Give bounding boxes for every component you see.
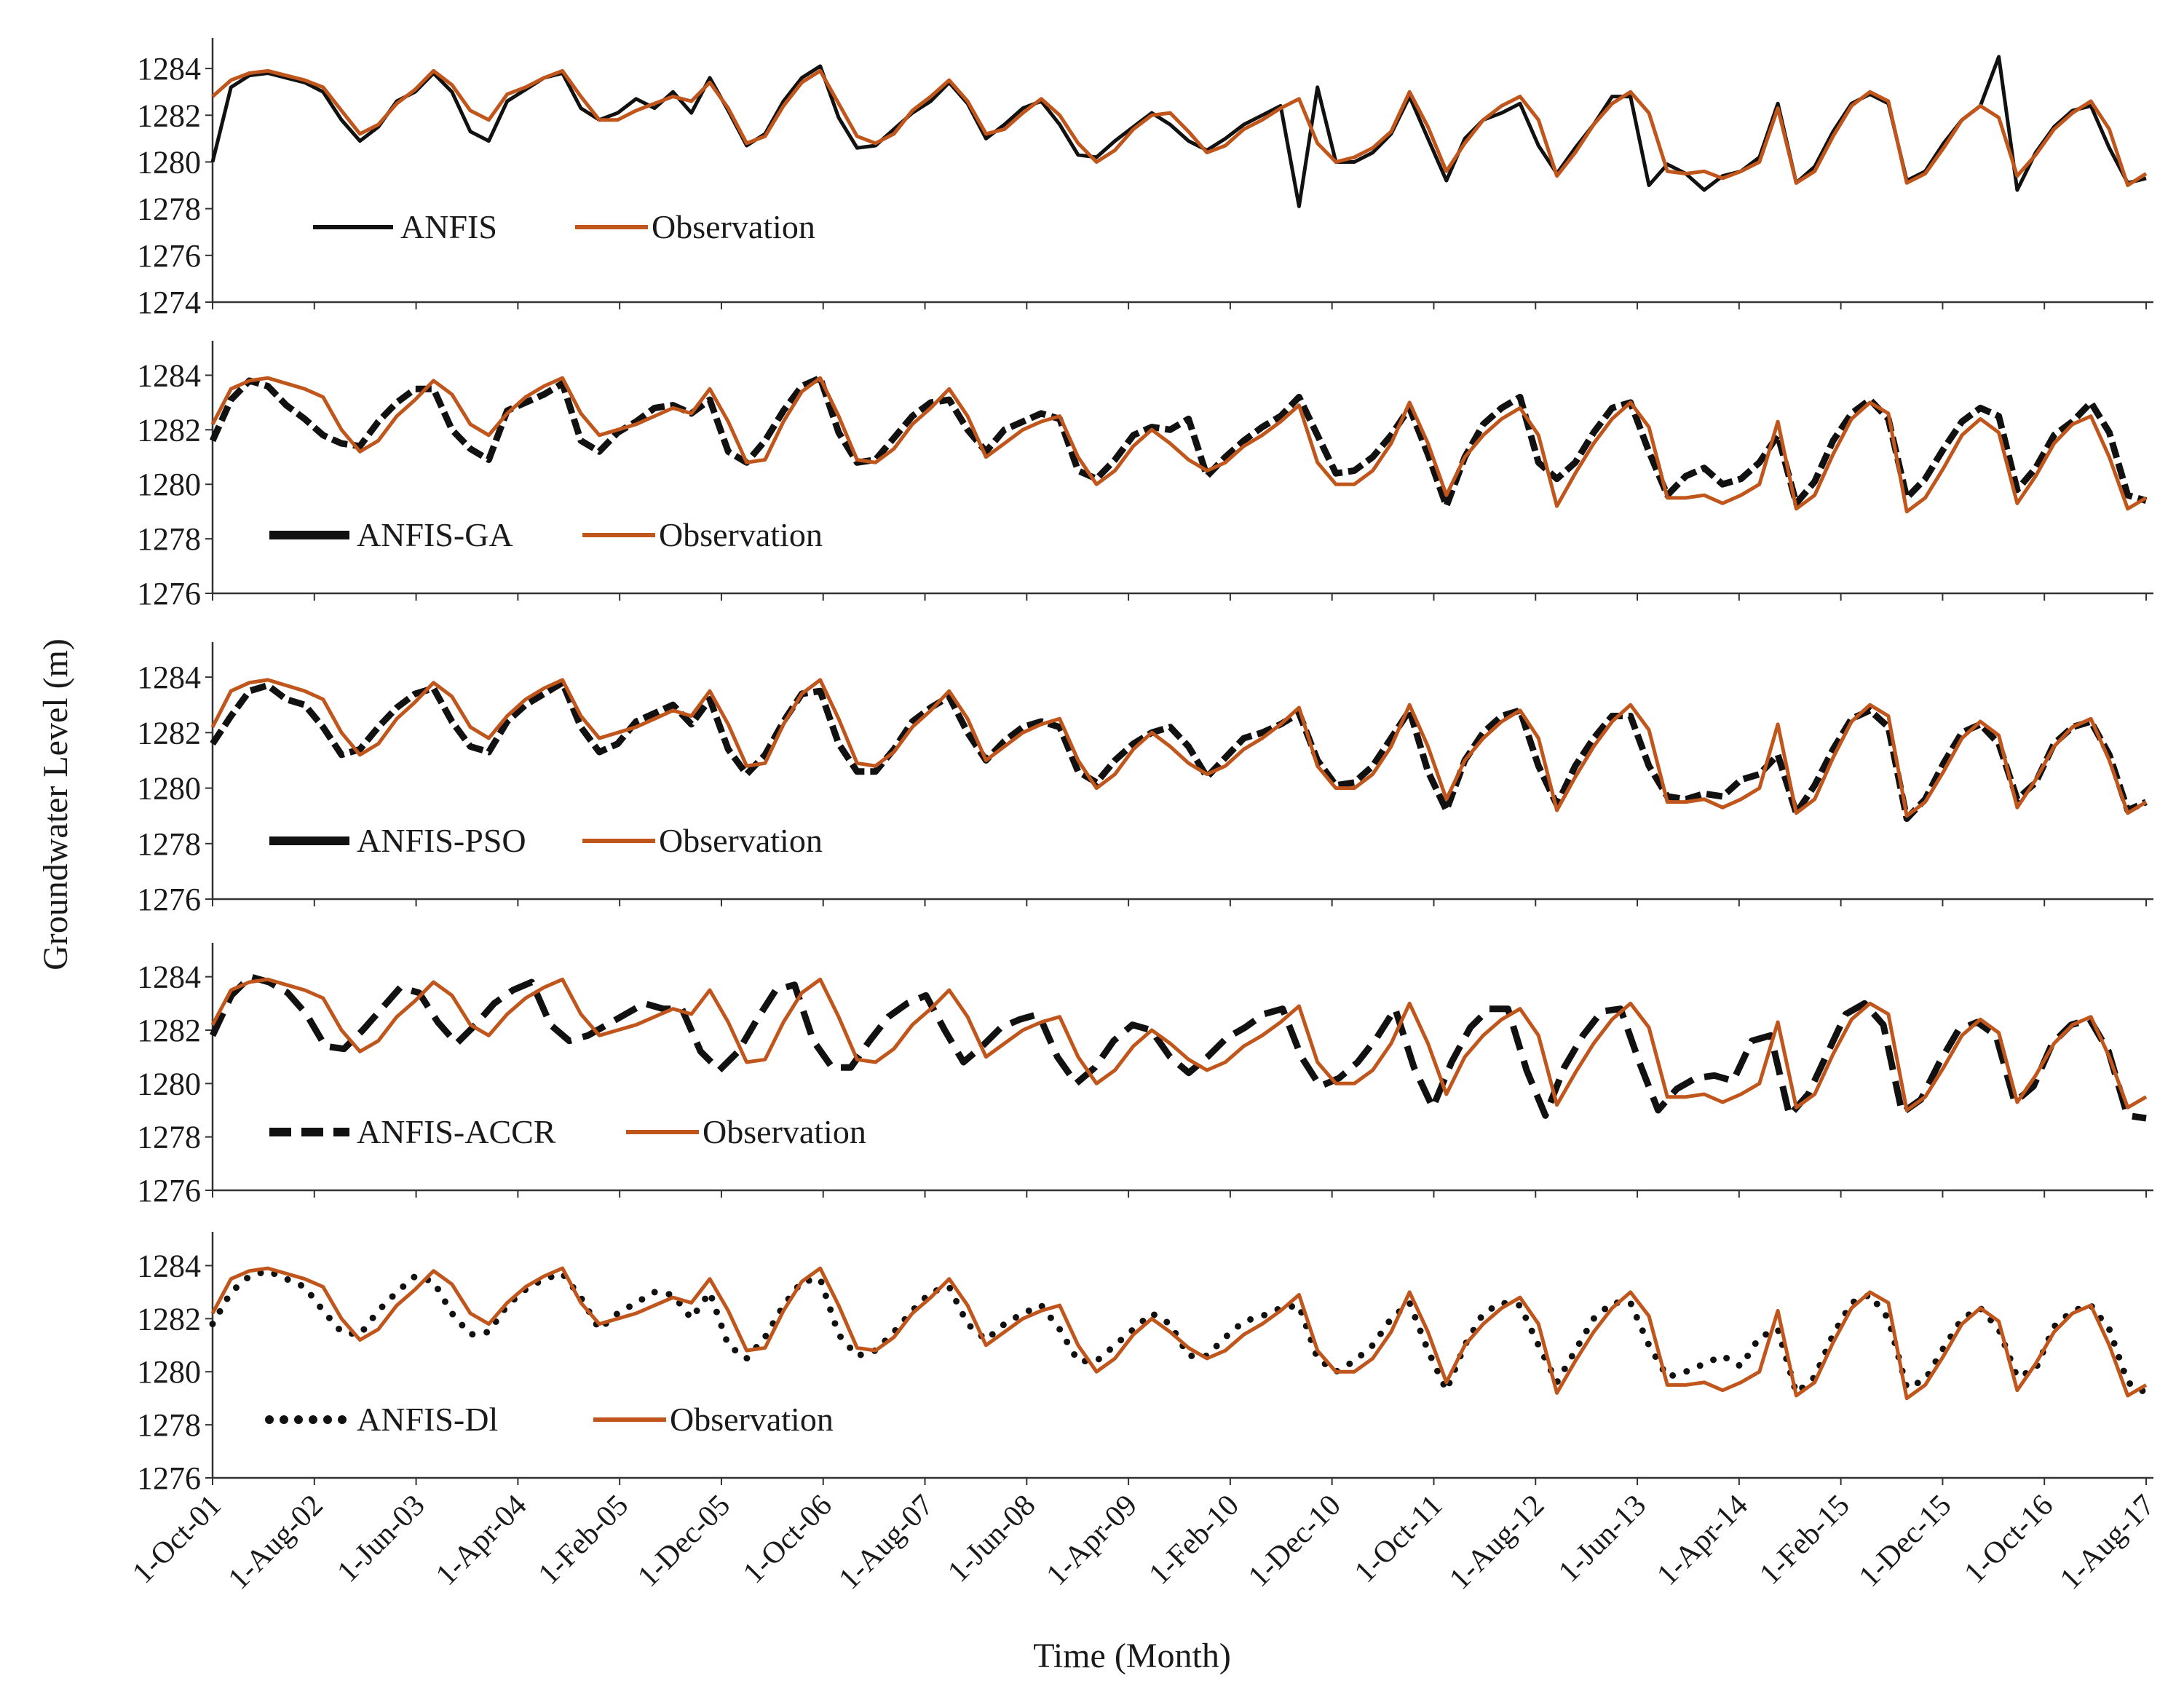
y-tick-label: 1284 [137,1248,201,1283]
x-tick-label: 1-Apr-09 [1040,1489,1144,1592]
y-tick-label: 1278 [137,1407,201,1443]
y-tick-label: 1274 [137,285,201,320]
legend-label-observation: Observation [659,516,823,553]
x-tick-label: 1-Oct-06 [737,1489,839,1591]
x-tick-label: 1-Feb-15 [1753,1489,1856,1591]
x-tick-label: 1-Apr-04 [430,1489,533,1592]
panels: 1274 1276 1278 1280 1282 1284 ANFIS Observation… [137,38,2153,1496]
x-tick-label: 1-Feb-10 [1143,1489,1246,1591]
x-tick-label: 1-Jun-13 [1552,1489,1653,1589]
legend-label-model: ANFIS-Dl [357,1401,498,1438]
y-tick-label: 1282 [137,98,201,133]
x-tick-label: 1-Aug-12 [1443,1489,1551,1597]
y-tick-label: 1284 [137,357,201,393]
series-line-observation [210,977,2148,1112]
series-line-anfis-accr [209,973,2147,1122]
y-tick-label: 1282 [137,715,201,751]
y-tick-label: 1276 [137,576,201,612]
series-line-observation [210,1266,2148,1401]
y-tick-label: 1276 [137,1460,201,1496]
x-tick-label: 1-Oct-11 [1348,1489,1449,1590]
series-line-observation [211,68,2148,187]
x-tick-label: 1-Oct-01 [126,1489,228,1591]
y-tick-label: 1282 [137,412,201,448]
y-tick-label: 1284 [137,660,201,695]
series-line-anfis-pso [210,679,2148,822]
legend-label-observation: Observation [659,822,823,859]
y-tick-label: 1282 [137,1013,201,1048]
x-tick-label: 1-Jun-08 [941,1489,1042,1589]
legend-label-observation: Observation [652,208,815,245]
y-axis-title: Groundwater Level (m) [36,638,75,970]
x-tick-label: 1-Dec-10 [1242,1489,1348,1594]
y-tick-label: 1280 [137,144,201,180]
series-line-observation [210,376,2148,514]
panel-4: 1276 1278 1280 1282 1284 ANFIS-ACCR Observatio… [137,943,2153,1209]
y-tick-label: 1278 [137,1120,201,1155]
x-tick-label: 1-Oct-16 [1958,1489,2060,1591]
legend: ANFIS-PSO Observation [269,822,823,859]
y-tick-label: 1278 [137,191,201,227]
panel-1: 1274 1276 1278 1280 1282 1284 ANFIS Observation [137,38,2153,320]
legend-label-model: ANFIS-ACCR [357,1113,556,1150]
y-tick-label: 1278 [137,521,201,557]
y-tick-label: 1284 [137,51,201,87]
y-tick-label: 1280 [137,1354,201,1390]
x-tick-label: 1-Jun-03 [331,1489,432,1589]
x-tick-label: 1-Aug-02 [222,1489,330,1597]
legend: ANFIS-ACCR Observation [269,1113,866,1150]
x-tick-label: 1-Dec-15 [1853,1489,1958,1594]
y-tick-label: 1278 [137,826,201,862]
legend-label-model: ANFIS-GA [357,516,513,553]
y-tick-label: 1276 [137,882,201,917]
legend-label-observation: Observation [703,1113,866,1150]
series-line-anfis-ga [209,374,2148,510]
legend-label-model: ANFIS [400,208,497,245]
panel-2: 1276 1278 1280 1282 1284 ANFIS-GA Observation [137,341,2153,612]
x-tick-label: 1-Apr-14 [1650,1489,1754,1592]
x-tick-label: 1-Aug-17 [2054,1489,2161,1597]
panel-3: 1276 1278 1280 1282 1284 ANFIS-PSO Observation [137,642,2153,917]
y-tick-label: 1276 [137,1173,201,1209]
x-tick-label: 1-Feb-05 [532,1489,635,1591]
y-tick-label: 1280 [137,771,201,807]
legend: ANFIS-Dl Observation [265,1401,834,1438]
legend-label-model: ANFIS-PSO [357,822,526,859]
y-tick-label: 1276 [137,238,201,274]
x-axis-title: Time (Month) [1033,1637,1231,1675]
x-tick-label: 1-Dec-05 [631,1489,737,1594]
y-tick-label: 1280 [137,467,201,502]
legend: ANFIS-GA Observation [269,516,823,553]
series-line-anfis [210,55,2147,208]
y-tick-label: 1282 [137,1301,201,1337]
legend: ANFIS Observation [313,208,815,245]
panel-5: 1276 1278 1280 1282 1284 ANFIS-Dl Observation [137,1232,2153,1496]
y-tick-label: 1284 [137,960,201,995]
x-tick-label: 1-Aug-07 [833,1489,941,1597]
legend-label-observation: Observation [670,1401,834,1438]
series-line-observation [210,678,2148,818]
y-tick-label: 1280 [137,1066,201,1101]
series-line-anfis-dl [209,1267,2150,1396]
x-axis-tick-labels: 1-Oct-011-Aug-02 1-Jun-031-Apr-041-Feb-05… [126,1489,2161,1597]
